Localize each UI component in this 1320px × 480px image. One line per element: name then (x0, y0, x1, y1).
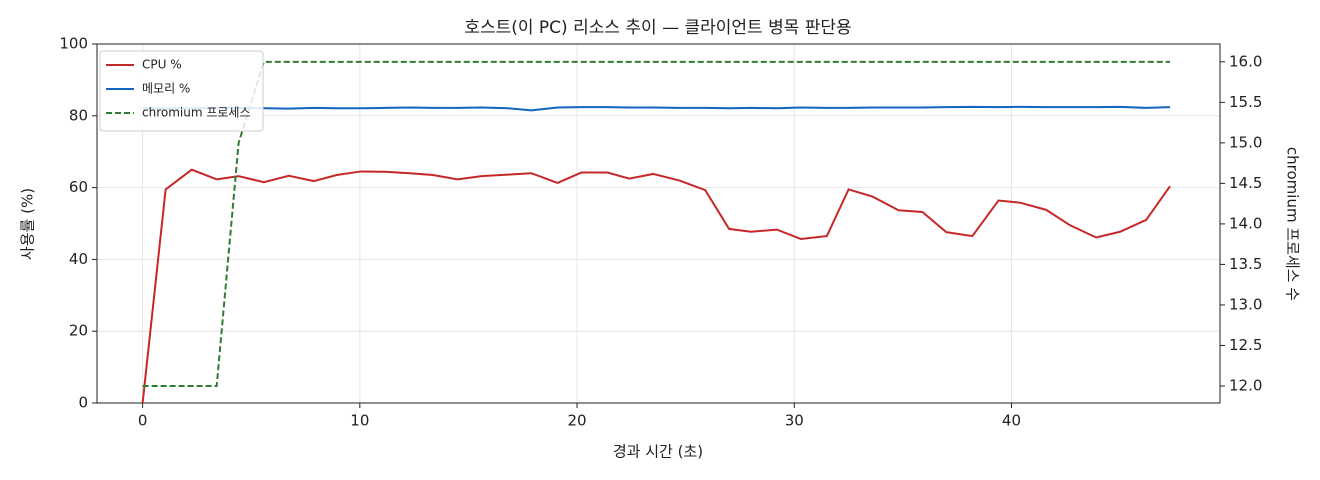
y2-tick-label: 13.5 (1229, 255, 1262, 273)
y2-tick-label: 12.5 (1229, 336, 1262, 354)
x-axis-label: 경과 시간 (초) (613, 443, 703, 461)
y2-tick-label: 15.0 (1229, 133, 1262, 151)
series-line (141, 168, 1171, 404)
x-tick-label: 20 (567, 412, 586, 430)
y-tick-label: 40 (69, 250, 88, 268)
legend: CPU % 메모리 % chromium 프로세스 (99, 50, 264, 132)
legend-label: 메모리 % (142, 82, 190, 96)
y-tick-label: 80 (69, 106, 88, 124)
legend-label: chromium 프로세스 (142, 106, 251, 120)
x-tick-label: 0 (138, 412, 148, 430)
y2-tick-label: 12.0 (1229, 376, 1262, 394)
chart-title: 호스트(이 PC) 리소스 추이 — 클라이언트 병목 판단용 (464, 18, 851, 38)
x-tick-label: 10 (350, 412, 369, 430)
legend-box (99, 50, 264, 132)
x-tick-label: 40 (1002, 412, 1021, 430)
series-line (142, 105, 1171, 112)
y-tick-label: 20 (69, 322, 88, 340)
legend-label: CPU % (142, 58, 182, 72)
y2-tick-label: 13.0 (1229, 295, 1262, 313)
y2-tick-label: 14.5 (1229, 174, 1262, 192)
y2-tick-label: 16.0 (1229, 52, 1262, 70)
series-line (142, 60, 1171, 387)
y-axis-label: 사용률 (%) (19, 188, 37, 260)
y2-tick-label: 15.5 (1229, 93, 1262, 111)
x-tick-label: 30 (785, 412, 804, 430)
y2-axis-label: chromium 프로세스 수 (1284, 147, 1302, 301)
y2-tick-label: 14.0 (1229, 214, 1262, 232)
y-tick-label: 60 (69, 178, 88, 196)
y-tick-label: 0 (78, 394, 88, 412)
y-tick-label: 100 (59, 35, 88, 53)
plot-frame (96, 43, 1221, 404)
